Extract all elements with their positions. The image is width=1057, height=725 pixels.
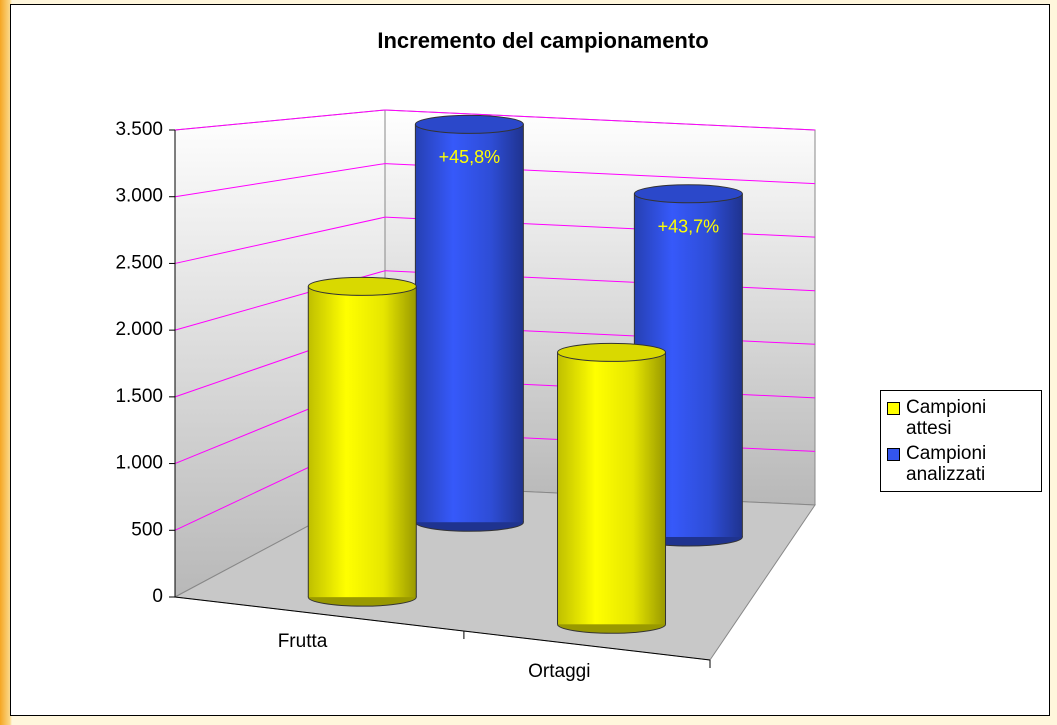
y-tick-label: 0 <box>152 586 163 607</box>
y-tick-label: 1.500 <box>115 386 163 407</box>
bar-top <box>414 114 524 134</box>
bar <box>557 352 666 625</box>
x-tick-label: Frutta <box>278 631 328 652</box>
grid-line <box>384 109 816 131</box>
legend-swatch <box>887 402 900 415</box>
grid-line <box>174 216 386 264</box>
y-tick-label: 2.000 <box>115 319 163 340</box>
annotation: +45,8% <box>439 147 501 167</box>
legend-label: Campioni attesi <box>906 397 987 439</box>
annotation: +43,7% <box>658 217 720 237</box>
y-tick-label: 500 <box>131 519 163 540</box>
bar-top <box>633 184 743 204</box>
x-tick-label: Ortaggi <box>528 661 590 682</box>
grid-line <box>174 163 386 198</box>
chart-title: Incremento del campionamento <box>377 28 708 53</box>
legend-swatch <box>887 448 900 461</box>
legend-item: Campioni attesi <box>881 395 1041 441</box>
legend-item: Campioni analizzati <box>881 441 1041 487</box>
y-tick-label: 2.500 <box>115 252 163 273</box>
x-axis <box>174 596 711 661</box>
bar <box>308 286 417 598</box>
legend: Campioni attesi Campioni analizzati <box>880 390 1042 492</box>
grid-line <box>174 109 386 131</box>
bar <box>415 124 524 523</box>
y-tick-label: 3.000 <box>115 186 163 207</box>
y-tick-label: 3.500 <box>115 119 163 140</box>
bar-top <box>557 342 667 362</box>
y-tick-label: 1.000 <box>115 453 163 474</box>
legend-label: Campioni analizzati <box>906 443 987 485</box>
bar-top <box>307 276 417 296</box>
